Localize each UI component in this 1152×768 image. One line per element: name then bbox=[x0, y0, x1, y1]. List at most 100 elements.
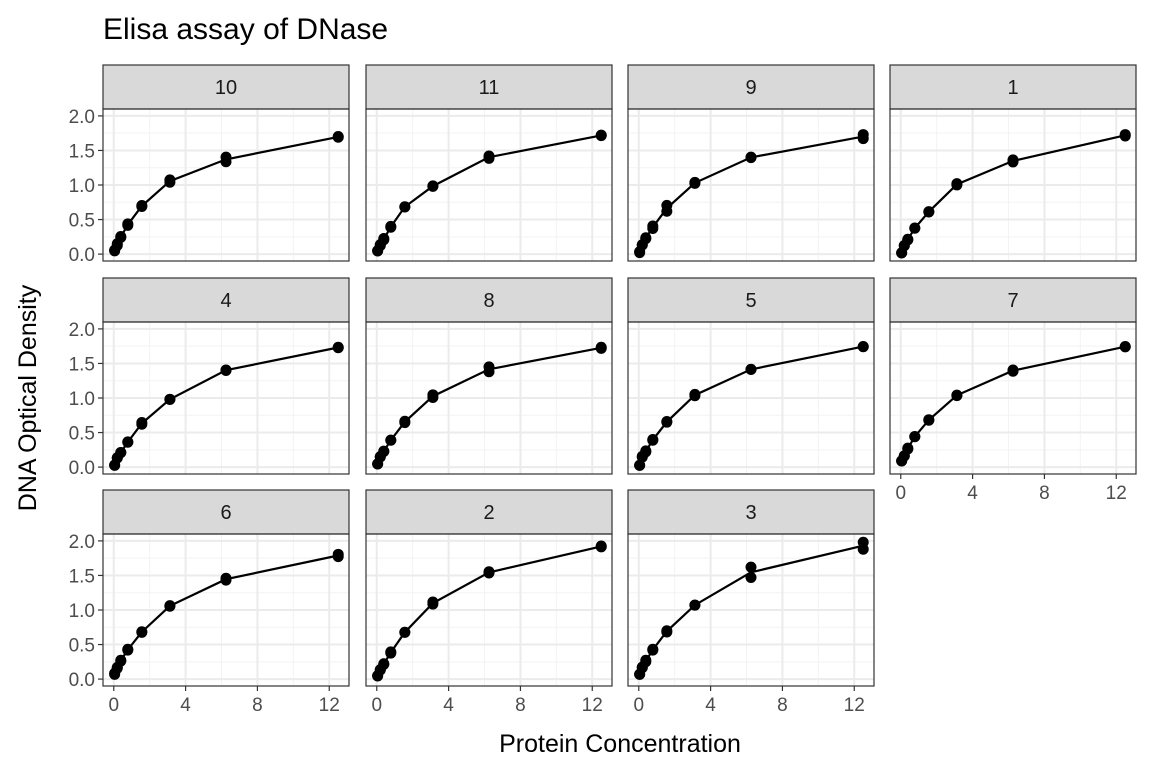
x-tick-label: 12 bbox=[844, 695, 865, 716]
y-tick-label: 1.0 bbox=[69, 601, 95, 622]
data-point bbox=[427, 180, 439, 192]
y-tick-label: 0.5 bbox=[69, 636, 95, 657]
strip-label: 5 bbox=[745, 290, 756, 312]
data-point bbox=[951, 179, 963, 191]
data-point bbox=[909, 222, 921, 234]
y-tick-label: 0.0 bbox=[69, 670, 95, 691]
strip-label: 1 bbox=[1007, 77, 1018, 99]
strip-label: 2 bbox=[483, 502, 494, 524]
panel-3: 3 0 4 8 12 bbox=[627, 489, 875, 716]
strip-label: 8 bbox=[483, 290, 494, 312]
x-tick-label: 0 bbox=[371, 695, 382, 716]
y-tick-label: 0.5 bbox=[69, 424, 95, 445]
data-point bbox=[595, 540, 607, 552]
data-point bbox=[923, 206, 935, 218]
facet-panels: 10 0.0 0.5 1.0 1.5 2.0 11 9 1 4 0.0 0.5 1.0 1.5 2.0 8 5 7… bbox=[69, 64, 1137, 716]
data-point bbox=[689, 176, 701, 188]
data-point bbox=[1119, 130, 1131, 142]
y-tick-label: 1.5 bbox=[69, 141, 95, 162]
x-tick-label: 8 bbox=[252, 695, 263, 716]
panel-6: 6 0.0 0.5 1.0 1.5 2.0 0 4 8 12 bbox=[69, 489, 350, 716]
strip-label: 6 bbox=[220, 502, 231, 524]
strip-background bbox=[627, 489, 875, 535]
data-point bbox=[689, 388, 701, 400]
strip-background bbox=[627, 64, 875, 110]
y-tick-label: 0.5 bbox=[69, 211, 95, 232]
y-tick-label: 2.0 bbox=[69, 107, 95, 128]
x-tick-label: 4 bbox=[443, 695, 454, 716]
data-point bbox=[640, 446, 652, 458]
y-tick-label: 0.0 bbox=[69, 245, 95, 266]
data-point bbox=[399, 417, 411, 429]
data-point bbox=[122, 218, 134, 230]
data-point bbox=[857, 129, 869, 141]
data-point bbox=[483, 566, 495, 578]
series-line bbox=[900, 134, 1126, 254]
y-tick-label: 1.5 bbox=[69, 354, 95, 375]
data-point bbox=[640, 232, 652, 244]
data-point bbox=[385, 434, 397, 446]
data-point bbox=[745, 572, 757, 584]
panel-1: 1 bbox=[889, 64, 1137, 262]
data-point bbox=[640, 654, 652, 666]
strip-background bbox=[365, 489, 613, 535]
panel-4: 4 0.0 0.5 1.0 1.5 2.0 bbox=[69, 277, 350, 479]
x-tick-label: 4 bbox=[705, 695, 716, 716]
strip-background bbox=[627, 277, 875, 323]
data-point bbox=[745, 561, 757, 573]
y-tick-label: 2.0 bbox=[69, 532, 95, 553]
panel-border bbox=[365, 108, 613, 262]
panel-7: 7 0 4 8 12 bbox=[889, 277, 1137, 504]
x-tick-label: 0 bbox=[895, 483, 906, 504]
panel-9: 9 bbox=[627, 64, 875, 262]
data-point bbox=[378, 445, 390, 457]
data-point bbox=[1007, 364, 1019, 376]
x-tick-label: 8 bbox=[1039, 483, 1050, 504]
data-point bbox=[332, 342, 344, 354]
x-tick-label: 12 bbox=[319, 695, 340, 716]
data-point bbox=[220, 572, 232, 584]
panel-border bbox=[889, 108, 1137, 262]
data-point bbox=[427, 596, 439, 608]
y-tick-label: 0.0 bbox=[69, 458, 95, 479]
data-point bbox=[595, 341, 607, 353]
y-tick-label: 1.0 bbox=[69, 389, 95, 410]
data-point bbox=[332, 548, 344, 560]
data-point bbox=[661, 416, 673, 428]
data-point bbox=[136, 417, 148, 429]
data-point bbox=[115, 654, 127, 666]
x-tick-label: 12 bbox=[582, 695, 603, 716]
data-point bbox=[1007, 154, 1019, 166]
data-point bbox=[427, 389, 439, 401]
data-point bbox=[661, 199, 673, 211]
panel-11: 11 bbox=[365, 64, 613, 262]
strip-background bbox=[889, 64, 1137, 110]
panel-border bbox=[627, 321, 875, 475]
panel-border bbox=[627, 533, 875, 687]
x-tick-label: 4 bbox=[967, 483, 978, 504]
data-point bbox=[483, 361, 495, 373]
data-point bbox=[902, 233, 914, 245]
x-tick-label: 8 bbox=[777, 695, 788, 716]
data-point bbox=[122, 644, 134, 656]
x-tick-label: 8 bbox=[515, 695, 526, 716]
y-axis-title: DNA Optical Density bbox=[14, 284, 42, 511]
data-point bbox=[951, 389, 963, 401]
data-point bbox=[647, 644, 659, 656]
strip-label: 7 bbox=[1007, 290, 1018, 312]
data-point bbox=[115, 446, 127, 458]
data-point bbox=[220, 151, 232, 163]
strip-background bbox=[102, 489, 350, 535]
data-point bbox=[595, 129, 607, 141]
strip-label: 10 bbox=[215, 77, 237, 99]
y-tick-label: 2.0 bbox=[69, 320, 95, 341]
x-tick-label: 12 bbox=[1106, 483, 1127, 504]
data-point bbox=[923, 414, 935, 426]
panel-2: 2 0 4 8 12 bbox=[365, 489, 613, 716]
panel-border bbox=[627, 108, 875, 262]
data-point bbox=[857, 536, 869, 548]
x-axis-title: Protein Concentration bbox=[499, 730, 741, 758]
panel-10: 10 0.0 0.5 1.0 1.5 2.0 bbox=[69, 64, 350, 266]
x-tick-label: 0 bbox=[633, 695, 644, 716]
